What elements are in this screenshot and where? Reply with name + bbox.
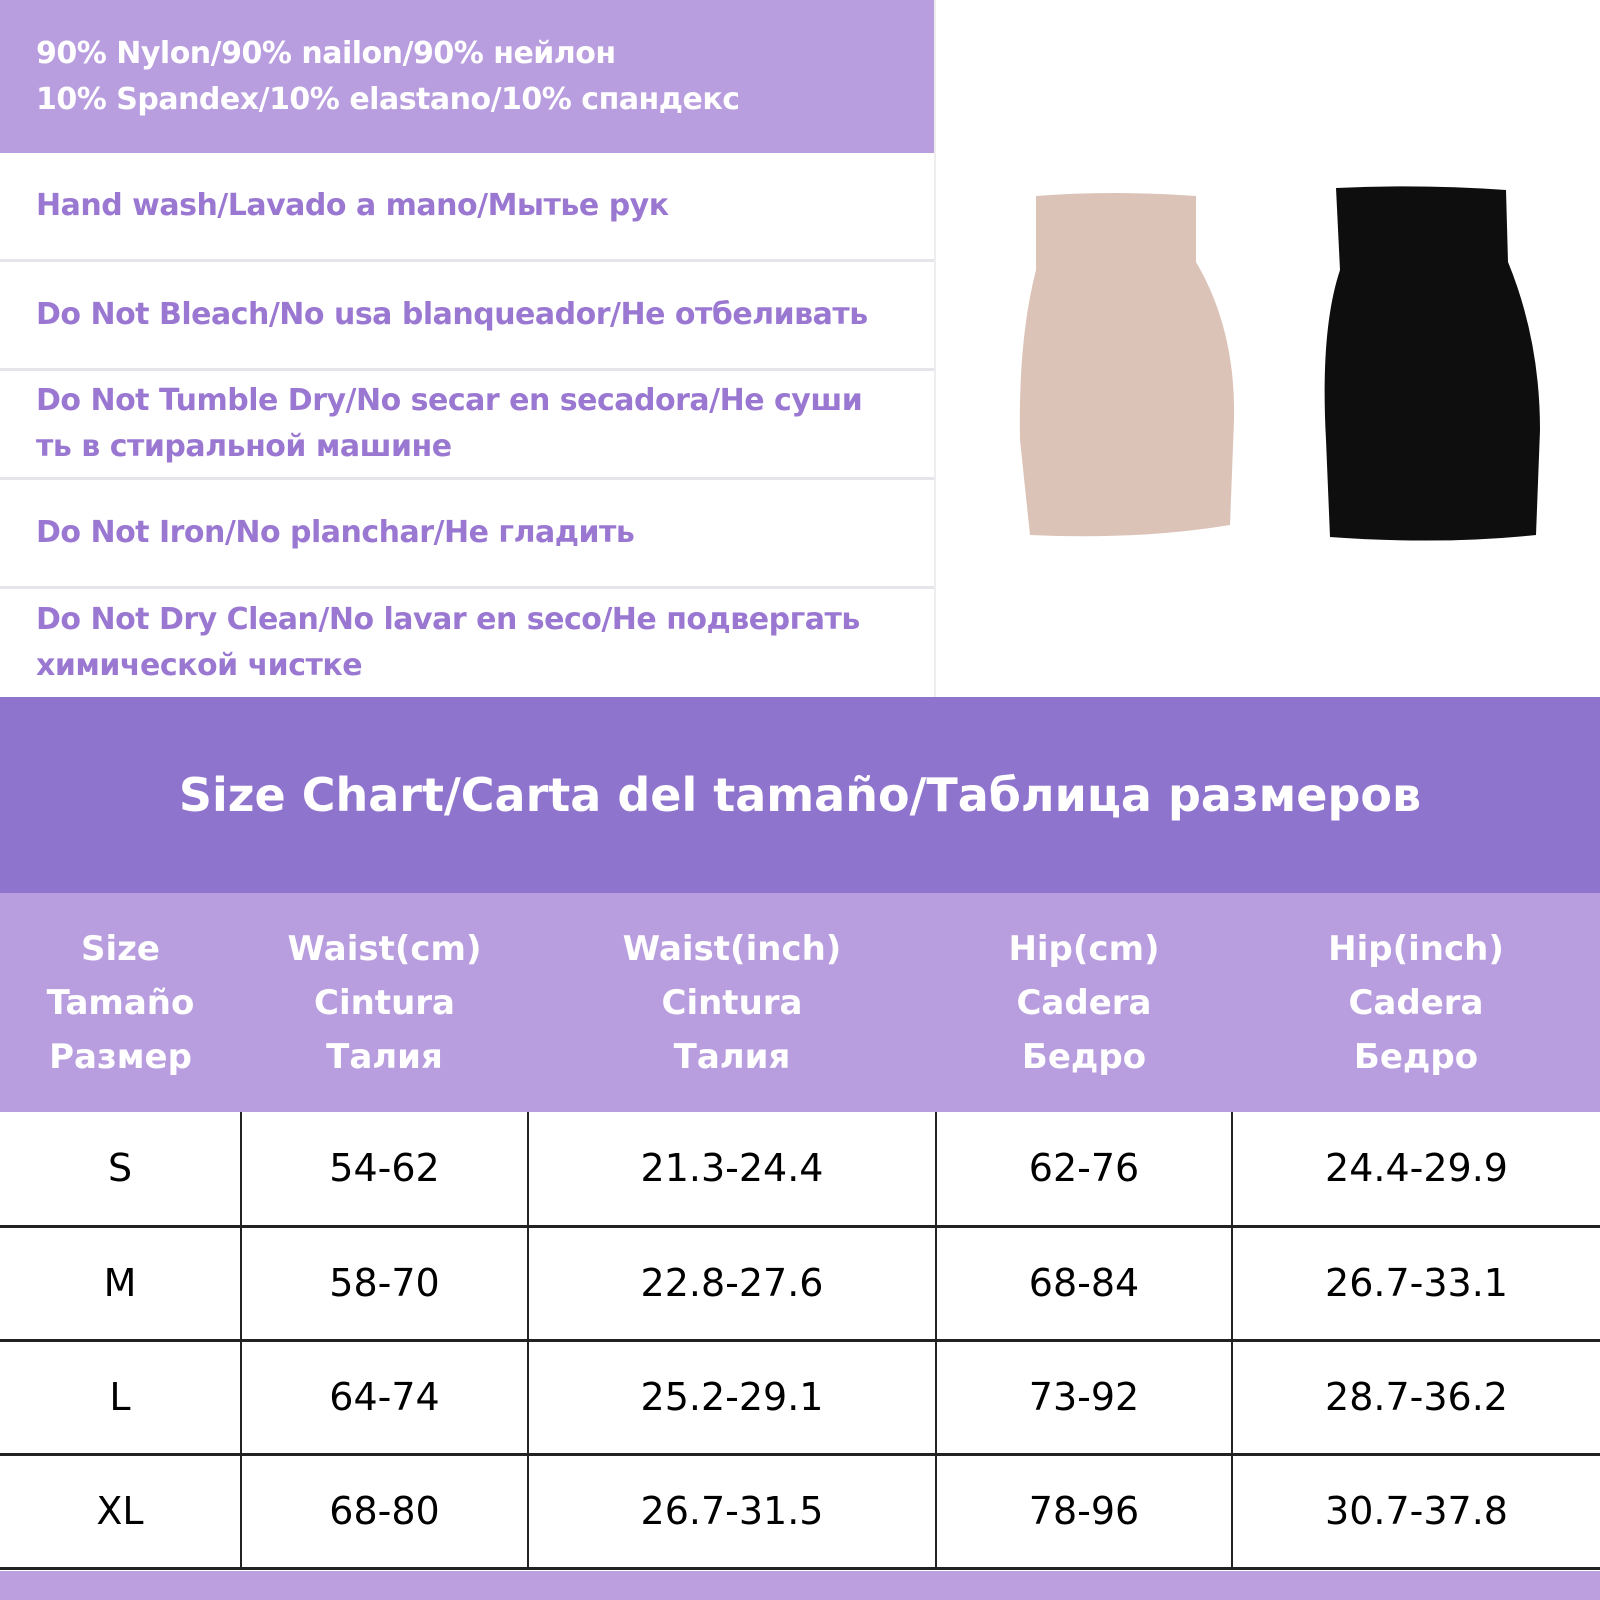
cell: 68-80: [241, 1454, 529, 1570]
header-hip-cm: Hip(cm) Cadera Бедро: [936, 893, 1232, 1112]
care-no-bleach: Do Not Bleach/No usa blanqueador/Не отбе…: [0, 262, 934, 371]
care-no-tumble: Do Not Tumble Dry/No secar en secadora/Н…: [0, 371, 934, 480]
cell: 62-76: [936, 1112, 1233, 1228]
cell: XL: [0, 1454, 242, 1570]
cell: 64-74: [241, 1340, 529, 1456]
header-waist-cm: Waist(cm) Cintura Талия: [241, 893, 528, 1112]
nude-skirt-image: [1019, 193, 1235, 537]
cell: 21.3-24.4: [528, 1112, 937, 1228]
table-row: M 58-70 22.8-27.6 68-84 26.7-33.1: [0, 1226, 1600, 1342]
care-text: Do Not Iron/No planchar/Не гладить: [36, 515, 635, 550]
cell: 30.7-37.8: [1232, 1454, 1600, 1570]
cell: S: [0, 1112, 242, 1228]
cell: 58-70: [241, 1226, 529, 1342]
cell: 26.7-31.5: [528, 1454, 937, 1570]
cell: M: [0, 1226, 242, 1342]
table-row: S 54-62 21.3-24.4 62-76 24.4-29.9: [0, 1112, 1600, 1228]
care-text: Do Not Dry Clean/No lavar en seco/Не под…: [36, 602, 860, 637]
bottom-band: [0, 1571, 1600, 1600]
cell: 24.4-29.9: [1232, 1112, 1600, 1228]
cell: 25.2-29.1: [528, 1340, 937, 1456]
care-no-dry-clean: Do Not Dry Clean/No lavar en seco/Не под…: [0, 589, 934, 697]
care-text: Do Not Bleach/No usa blanqueador/Не отбе…: [36, 297, 868, 332]
table-header: Size Tamaño Размер Waist(cm) Cintura Талия W…: [0, 893, 1600, 1112]
product-images: [1019, 186, 1540, 541]
cell: 73-92: [936, 1340, 1233, 1456]
care-text: Do Not Tumble Dry/No secar en secadora/Н…: [36, 383, 863, 418]
size-table: Size Tamaño Размер Waist(cm) Cintura Талия W…: [0, 893, 1600, 1570]
cell: 28.7-36.2: [1232, 1340, 1600, 1456]
care-no-iron: Do Not Iron/No planchar/Не гладить: [0, 480, 934, 589]
header-waist-inch: Waist(inch) Cintura Талия: [528, 893, 936, 1112]
header-hip-inch: Hip(inch) Cadera Бедро: [1232, 893, 1600, 1112]
care-text: химической чистке: [36, 648, 363, 683]
care-text: Hand wash/Lavado a mano/Мытье рук: [36, 188, 669, 223]
care-text: ть в стиральной машине: [36, 429, 452, 464]
cell: 26.7-33.1: [1232, 1226, 1600, 1342]
care-material: 90% Nylon/90% nailon/90% нейлон 10% Spand…: [0, 0, 934, 153]
black-skirt-image: [1324, 186, 1540, 541]
cell: 54-62: [241, 1112, 529, 1228]
size-chart-title: Size Chart/Carta del tamaño/Таблица разм…: [0, 697, 1600, 893]
table-row: XL 68-80 26.7-31.5 78-96 30.7-37.8: [0, 1454, 1600, 1570]
header-size: Size Tamaño Размер: [0, 893, 241, 1112]
care-text: 90% Nylon/90% nailon/90% нейлон: [36, 35, 616, 71]
cell: 78-96: [936, 1454, 1233, 1570]
cell: L: [0, 1340, 242, 1456]
table-row: L 64-74 25.2-29.1 73-92 28.7-36.2: [0, 1340, 1600, 1456]
care-instructions: 90% Nylon/90% nailon/90% нейлон 10% Spand…: [0, 0, 936, 697]
care-hand-wash: Hand wash/Lavado a mano/Мытье рук: [0, 153, 934, 262]
cell: 22.8-27.6: [528, 1226, 937, 1342]
care-text: 10% Spandex/10% elastano/10% спандекс: [36, 81, 740, 117]
cell: 68-84: [936, 1226, 1233, 1342]
